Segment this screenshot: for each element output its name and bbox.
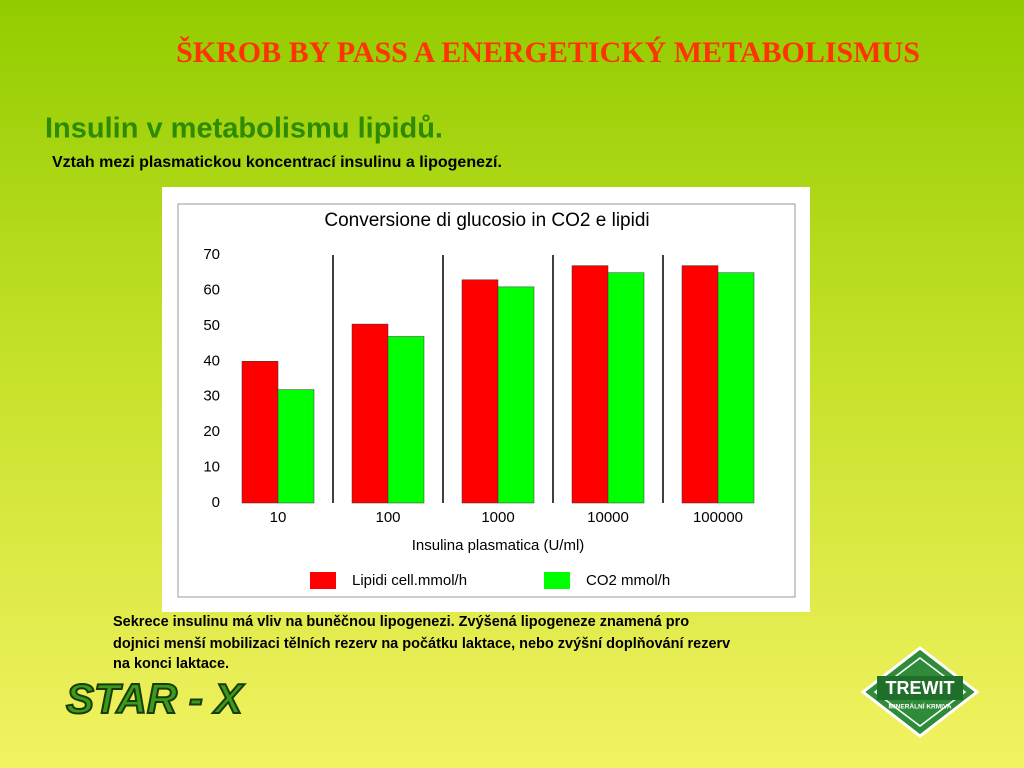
y-tick-label: 60 <box>203 281 220 298</box>
bar <box>497 286 535 504</box>
y-tick-label: 30 <box>203 388 220 405</box>
slide-subtitle: Insulin v metabolismu lipidů. <box>45 113 443 145</box>
y-tick-label: 10 <box>203 459 220 476</box>
x-axis-label: Insulina plasmatica (U/ml) <box>412 537 585 554</box>
lead-text: Vztah mezi plasmatickou koncentrací insu… <box>52 154 502 171</box>
bar <box>717 272 755 504</box>
x-tick-label: 10000 <box>587 509 629 526</box>
bar <box>461 279 499 504</box>
bar <box>681 265 719 504</box>
bar <box>607 272 645 504</box>
legend-label: CO2 mmol/h <box>586 572 670 589</box>
caption-line: na konci laktace. <box>113 656 229 672</box>
bar <box>387 336 425 504</box>
y-tick-label: 40 <box>203 352 220 369</box>
star-x-logo: STAR - X <box>66 675 246 722</box>
x-tick-label: 100 <box>375 509 400 526</box>
chart-title: Conversione di glucosio in CO2 e lipidi <box>324 210 649 231</box>
x-tick-label: 1000 <box>481 509 514 526</box>
trewit-subtext: MINERÁLNÍ KRMIVA <box>888 702 951 711</box>
bar <box>241 361 279 504</box>
y-tick-label: 50 <box>203 317 220 334</box>
x-tick-label: 10 <box>270 509 287 526</box>
trewit-text: TREWIT <box>886 678 955 698</box>
bar <box>277 389 315 504</box>
caption-line: dojnici menší mobilizaci tělních rezerv … <box>113 636 730 652</box>
bar <box>571 265 609 504</box>
legend-swatch <box>310 572 336 589</box>
trewit-logo: TREWIT MINERÁLNÍ KRMIVA <box>860 646 980 738</box>
slide-title: ŠKROB BY PASS A ENERGETICKÝ METABOLISMUS <box>176 36 920 69</box>
y-tick-label: 0 <box>212 494 220 511</box>
y-tick-label: 70 <box>203 246 220 263</box>
caption-line: Sekrece insulinu má vliv na buněčnou lip… <box>113 614 689 630</box>
plot: 0 10 20 30 40 50 60 70 10 100 1000 10000 100000 Lipid… <box>203 246 755 589</box>
x-tick-label: 100000 <box>693 509 743 526</box>
bar <box>351 323 389 504</box>
legend-swatch <box>544 572 570 589</box>
y-tick-label: 20 <box>203 423 220 440</box>
chart-frame <box>177 203 796 598</box>
legend-label: Lipidi cell.mmol/h <box>352 572 467 589</box>
